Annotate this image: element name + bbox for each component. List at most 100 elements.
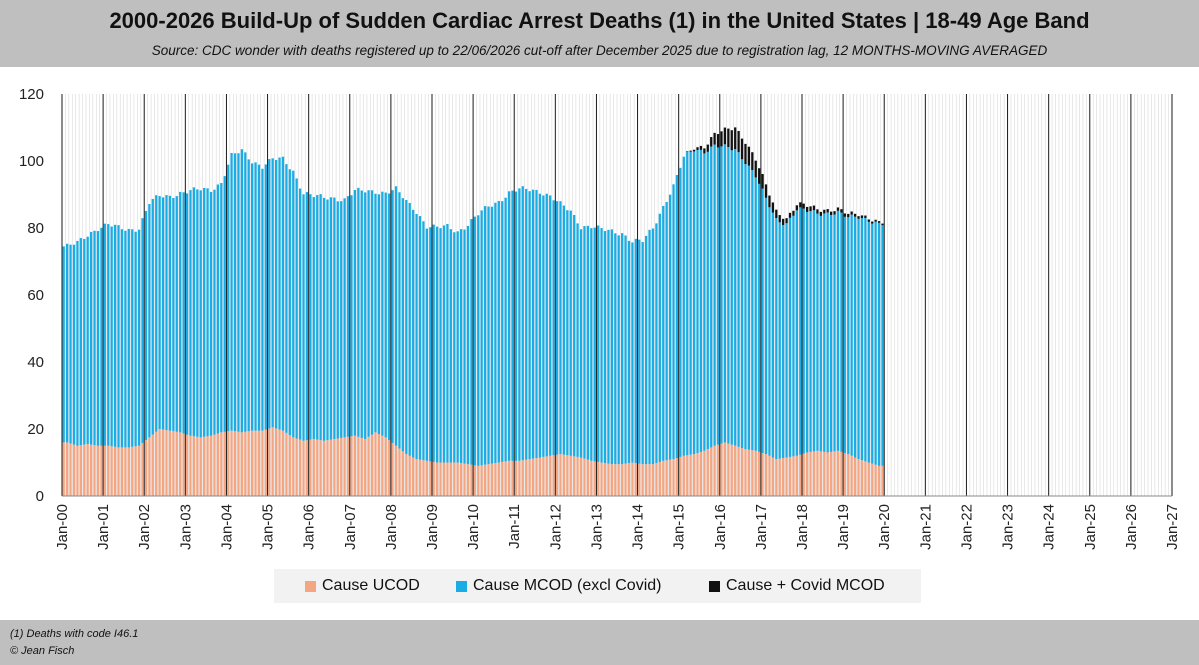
bar-ucod [192,436,196,496]
x-tick-label: Jan-04 [218,504,235,550]
bar-ucod [751,450,754,496]
bar-mcod [734,149,737,446]
bar-covid [713,132,716,145]
bar-covid [792,210,795,216]
bar-mcod [350,195,353,437]
bar-mcod [340,201,343,438]
bar-mcod [771,212,775,458]
bar-mcod [792,215,795,457]
bar-mcod [459,229,463,464]
bar-mcod [758,183,761,452]
bar-covid [744,143,747,164]
bar-ucod [829,451,833,496]
bar-ucod [840,451,843,496]
x-tick-label: Jan-27 [1164,504,1181,550]
x-tick-label: Jan-23 [1000,504,1017,550]
bar-mcod [518,188,521,461]
bar-mcod [590,228,593,461]
bar-mcod [627,240,631,464]
bar-covid [877,221,881,223]
bar-ucod [93,445,96,496]
bar-ucod [189,435,192,496]
bar-ucod [672,459,675,496]
bar-ucod [199,437,202,496]
bar-ucod [631,462,634,496]
bar-ucod [394,445,398,496]
bar-ucod [134,446,137,496]
title-banner [0,0,1199,67]
bar-ucod [415,459,418,496]
bar-mcod [644,235,648,465]
bar-ucod [96,445,100,496]
bar-ucod [658,461,661,496]
bar-ucod [179,432,182,496]
bar-ucod [716,444,720,496]
bar-ucod [336,438,339,496]
bar-ucod [675,458,679,496]
bar-ucod [473,465,476,496]
legend-label-ucod: Cause UCOD [322,577,420,594]
bar-mcod [473,216,476,466]
bar-mcod [682,156,685,456]
bar-ucod [514,460,518,496]
bar-ucod [501,461,504,496]
bar-mcod [83,238,86,445]
bar-ucod [247,431,250,496]
bar-mcod [494,202,497,464]
bar-ucod [216,433,220,496]
bar-ucod [240,432,243,496]
bar-covid [723,127,727,145]
bar-ucod [295,438,298,496]
bar-ucod [223,431,226,496]
x-tick-label: Jan-18 [794,504,811,550]
bar-ucod [843,453,846,496]
bar-ucod [627,463,631,496]
footnote-copyright: © Jean Fisch [10,645,75,657]
bar-ucod [720,443,723,496]
bar-ucod [703,450,706,496]
bar-mcod [689,151,692,455]
bar-ucod [196,436,199,496]
bar-ucod [483,464,487,496]
bar-mcod [439,228,442,463]
bar-ucod [364,439,367,496]
bar-covid [758,168,761,184]
bar-covid [754,160,757,178]
bar-mcod [103,223,106,446]
bar-ucod [326,440,329,496]
bar-mcod [679,167,682,457]
bar-mcod [740,159,744,448]
bar-ucod [436,462,439,496]
bar-mcod [713,144,716,446]
bar-ucod [490,463,494,496]
bar-ucod [62,442,65,496]
legend-item-covid: Cause + Covid MCOD [709,569,885,603]
chart-area: 0 20 40 60 80 100 120 Jan-00 Jan-01 Jan-02 Jan-03 J… [19,86,1181,550]
plot-area: 0 20 40 60 80 100 120 Jan-00 Jan-01 Jan-02 Jan-03 J… [19,86,1181,550]
bar-mcod [860,217,864,461]
bar-mcod [483,206,487,465]
bar-ucod [518,460,521,496]
bar-ucod [871,463,874,496]
x-tick-label: Jan-08 [383,504,400,550]
bar-mcod [686,151,689,456]
x-tick-label: Jan-07 [342,504,359,550]
bar-mcod [840,212,843,452]
bar-mcod [723,144,727,443]
bar-mcod [223,176,226,432]
bar-mcod [251,163,254,431]
bar-ucod [405,454,408,496]
bar-mcod [668,194,672,460]
bar-mcod [829,214,833,452]
bar-mcod [62,246,65,443]
bar-ucod [569,455,572,496]
x-tick-label: Jan-09 [424,504,441,550]
bar-mcod [388,193,391,441]
bar-mcod [134,231,137,447]
bar-ucod [648,464,651,496]
bar-mcod [100,227,103,446]
bar-mcod [415,213,418,460]
bar-mcod [768,207,771,456]
bar-mcod [788,217,792,457]
bar-ucod [161,429,165,496]
